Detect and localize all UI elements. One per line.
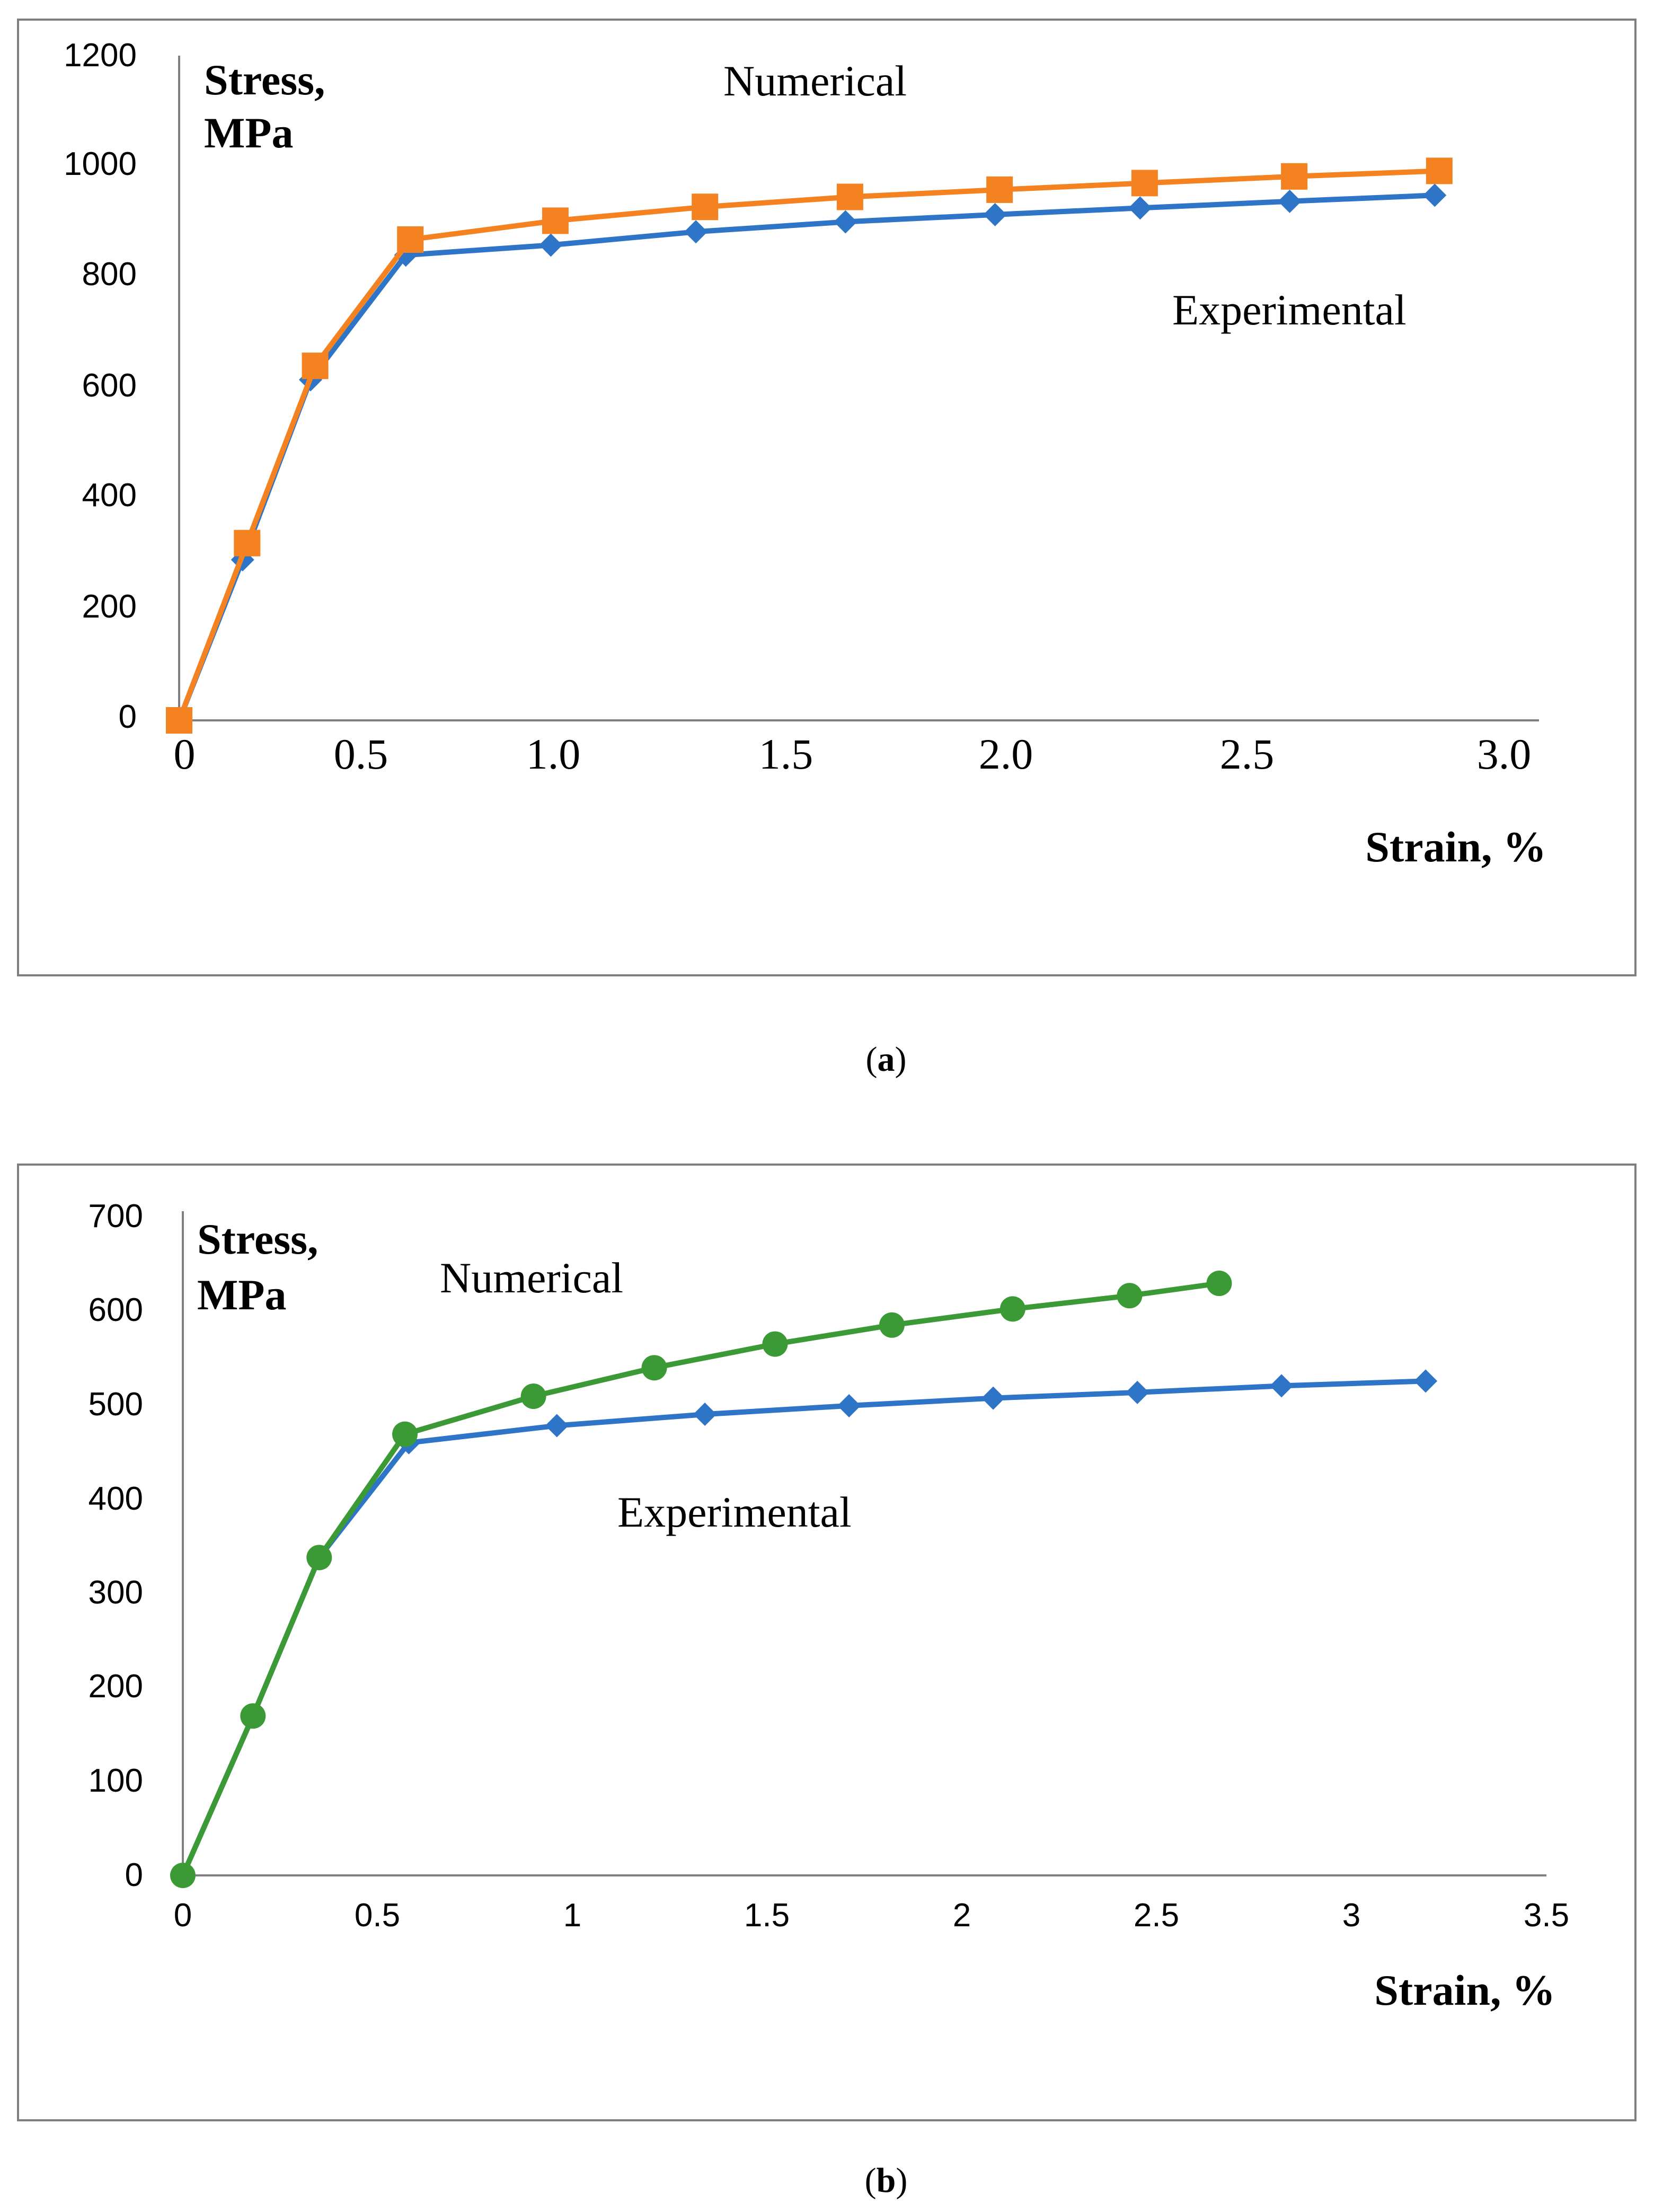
chart-a-y-tick: 600	[82, 367, 137, 404]
chart-a-series-square-point	[542, 207, 569, 234]
chart-b-annotation-numerical: Numerical	[440, 1254, 623, 1302]
chart-b-series-diamond-point	[545, 1414, 569, 1438]
chart-a-x-tick: 2.5	[1220, 730, 1275, 778]
chart-a-x-tick: 0.5	[334, 730, 388, 778]
chart-a-series-diamond-point	[1278, 189, 1302, 213]
chart-a-x-tick-labels: 0 0.5 1.0 1.5 2.0 2.5 3.0	[174, 730, 1532, 778]
chart-b-x-tick: 2	[953, 1897, 971, 1934]
chart-b-x-axis-title: Strain, %	[1374, 1966, 1555, 2014]
chart-b-y-tick: 500	[89, 1386, 143, 1423]
chart-a-series-square-point	[234, 530, 261, 557]
chart-a-series-diamond-point	[834, 210, 857, 234]
chart-b-x-tick: 1.5	[744, 1897, 790, 1934]
chart-a-series-square-point	[302, 352, 329, 380]
chart-a-y-axis-title-line1: Stress,	[204, 56, 325, 104]
chart-a-x-tick: 2.0	[979, 730, 1033, 778]
chart-b-frame	[17, 1164, 1637, 2121]
chart-b-series-circle-point	[520, 1383, 546, 1409]
chart-a-x-axis-title: Strain, %	[1365, 823, 1546, 871]
chart-a-y-axis-title-line2: MPa	[204, 109, 293, 157]
chart-a-annotation-numerical: Numerical	[723, 57, 907, 105]
chart-b-series-circle-point	[762, 1331, 788, 1357]
chart-a-y-tick: 400	[82, 477, 137, 514]
chart-b-y-tick-labels: 0 100 200 300 400 500 600 700	[89, 1198, 143, 1893]
caption-b: (b)	[865, 2161, 908, 2200]
chart-a-series-diamond-point	[1128, 196, 1152, 220]
chart-b-series-circle-point	[879, 1312, 905, 1338]
caption-a-letter: a	[878, 1040, 895, 1079]
chart-b-series-circle-point	[306, 1545, 332, 1571]
chart-b-x-tick: 3.5	[1524, 1897, 1569, 1934]
chart-a-series-square-point	[166, 707, 192, 734]
chart-b-plot-area	[170, 1271, 1438, 1888]
chart-b-series-circle-point	[240, 1703, 266, 1729]
chart-b-y-tick: 600	[89, 1292, 143, 1328]
chart-b-series-circle-point	[1206, 1271, 1232, 1297]
chart-a-y-tick: 200	[82, 588, 137, 625]
chart-b-y-tick: 700	[89, 1198, 143, 1235]
chart-a-series-square-point	[836, 183, 863, 210]
chart-a-x-tick: 3.0	[1477, 730, 1532, 778]
chart-a-y-tick-labels: 0 200 400 600 800 1000 1200	[64, 37, 137, 735]
chart-a-series-diamond-point	[983, 202, 1007, 226]
chart-a-frame	[17, 19, 1637, 976]
chart-b-x-tick: 0	[174, 1897, 192, 1934]
chart-b-series-diamond-point	[981, 1386, 1005, 1410]
chart-a-series-diamond-point	[1423, 183, 1447, 207]
chart-a-x-tick: 1.5	[759, 730, 813, 778]
chart-b-x-tick-labels: 0 0.5 1 1.5 2 2.5 3 3.5	[174, 1897, 1569, 1934]
chart-b-series-diamond-point	[837, 1394, 861, 1417]
chart-b-y-tick: 400	[89, 1480, 143, 1517]
chart-a: 0 200 400 600 800 1000 1200 0 0.5 1.0 1.…	[17, 19, 1637, 976]
chart-a-series-square-point	[1131, 170, 1158, 197]
caption-b-letter: b	[877, 2161, 896, 2200]
chart-b-series-diamond-point	[1414, 1369, 1438, 1393]
chart-b-y-tick: 100	[89, 1762, 143, 1799]
chart-a-series-square-point	[397, 226, 424, 253]
chart-a-x-tick: 0	[174, 730, 196, 778]
chart-b-series-circle-point	[1000, 1296, 1025, 1322]
chart-b-x-tick: 1	[563, 1897, 581, 1934]
chart-b-series-circle-point	[392, 1421, 418, 1447]
chart-b-series-circle-point	[1117, 1283, 1143, 1309]
chart-a-plot-area	[166, 157, 1453, 734]
caption-a: (a)	[866, 1040, 907, 1079]
chart-a-series-square-point	[692, 193, 719, 221]
chart-b-y-tick: 300	[89, 1574, 143, 1611]
chart-b-series-diamond-point	[693, 1403, 717, 1426]
chart-b-annotation-experimental: Experimental	[617, 1488, 852, 1536]
chart-a-series-square-point	[1281, 163, 1308, 190]
chart-b-x-tick: 0.5	[355, 1897, 400, 1934]
chart-a-y-tick: 0	[119, 699, 137, 735]
chart-b-series-circle-point	[170, 1863, 196, 1888]
chart-a-y-tick: 800	[82, 256, 137, 293]
chart-a-series-diamond-point	[539, 233, 563, 257]
chart-a-x-tick: 1.0	[526, 730, 581, 778]
chart-a-series-diamond-point	[684, 220, 708, 244]
chart-a-series-square-point	[1426, 157, 1453, 184]
chart-b-series-circle-point	[641, 1355, 667, 1381]
chart-b-y-tick: 0	[125, 1857, 143, 1893]
chart-b-y-tick: 200	[89, 1668, 143, 1705]
chart-a-y-tick: 1200	[64, 37, 137, 74]
chart-b: 0 100 200 300 400 500 600 700 0 0.5 1 1.…	[17, 1164, 1637, 2121]
chart-b-series-diamond-point	[1270, 1374, 1294, 1398]
chart-b-y-axis-title-line2: MPa	[197, 1271, 286, 1319]
chart-b-series-diamond-point	[1126, 1380, 1149, 1404]
chart-b-x-tick: 3	[1342, 1897, 1360, 1934]
chart-a-y-tick: 1000	[64, 146, 137, 182]
chart-b-x-tick: 2.5	[1134, 1897, 1179, 1934]
chart-a-annotation-experimental: Experimental	[1172, 286, 1407, 334]
chart-b-y-axis-title-line1: Stress,	[197, 1215, 319, 1263]
chart-a-series-square-point	[986, 176, 1013, 203]
